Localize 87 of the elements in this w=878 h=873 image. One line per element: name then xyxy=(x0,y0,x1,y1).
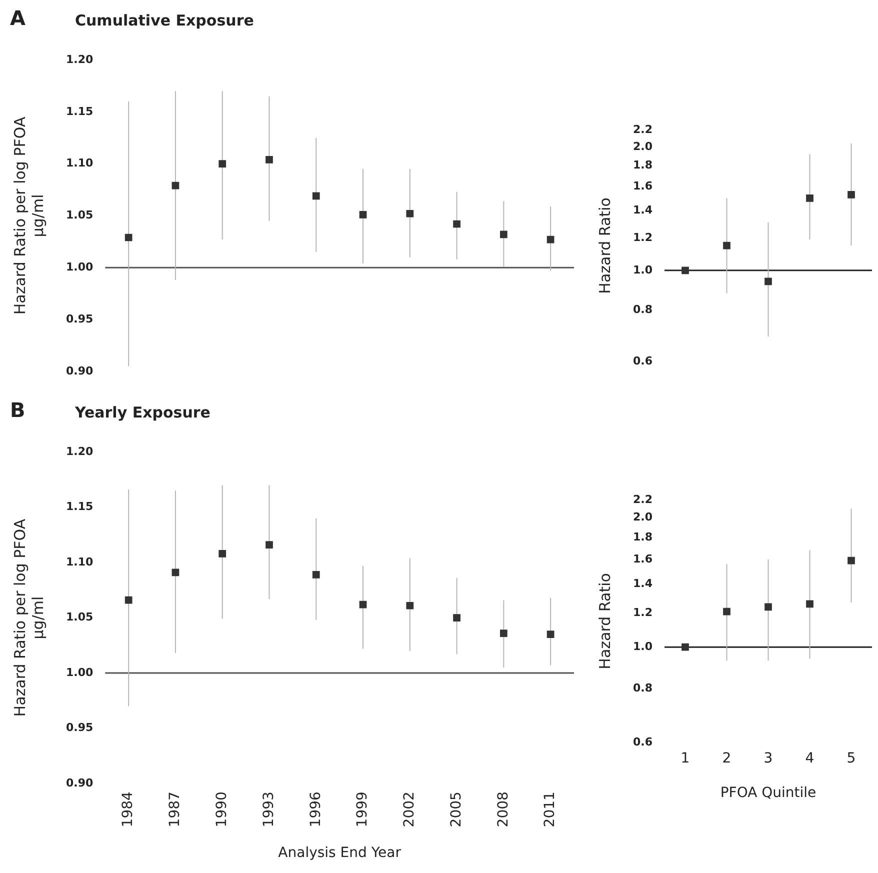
point xyxy=(312,571,320,578)
y-tick-label: 1.6 xyxy=(632,180,653,193)
x-tick-label: 2005 xyxy=(448,792,464,828)
point xyxy=(682,643,689,651)
chart-title: Cumulative Exposure xyxy=(75,11,254,30)
y-tick-label: 0.90 xyxy=(66,776,94,790)
text: A xyxy=(10,6,26,30)
point xyxy=(453,220,460,228)
y-tick-label: 0.8 xyxy=(632,303,652,316)
x-axis-title: Analysis End Year xyxy=(278,845,402,862)
point xyxy=(806,194,814,202)
point xyxy=(546,236,554,244)
point xyxy=(266,541,273,549)
y-tick-label: 2.0 xyxy=(632,510,653,524)
y-tick-label: 1.00 xyxy=(66,666,94,679)
x-tick-label: 1984 xyxy=(120,791,136,828)
point xyxy=(806,600,814,608)
point xyxy=(359,600,367,608)
point xyxy=(453,614,460,622)
y-tick-label: 2.2 xyxy=(632,122,652,136)
y-tick-label: 1.20 xyxy=(66,52,94,66)
point xyxy=(266,156,273,164)
y-tick-label: 1.2 xyxy=(632,606,652,619)
x-tick-label: 1993 xyxy=(260,792,277,828)
x-tick-label: 1996 xyxy=(308,791,324,828)
point xyxy=(546,630,554,638)
y-tick-label: 0.90 xyxy=(66,364,94,378)
y-tick-label: 1.10 xyxy=(66,555,94,568)
point xyxy=(723,608,730,616)
y-tick-label: 1.6 xyxy=(632,552,653,566)
x-tick-label: 1 xyxy=(680,750,690,766)
y-tick-label: 1.05 xyxy=(66,610,94,624)
y-tick-label: 1.8 xyxy=(632,158,652,172)
point xyxy=(124,234,132,242)
point xyxy=(312,192,320,200)
y-tick-label: 0.95 xyxy=(66,312,94,326)
y-tick-label: 1.20 xyxy=(66,444,94,458)
point xyxy=(764,603,772,611)
x-tick-label: 1999 xyxy=(354,792,371,828)
x-tick-label: 5 xyxy=(846,750,856,766)
point xyxy=(406,210,414,218)
x-tick-label: 2 xyxy=(722,750,732,766)
point xyxy=(359,210,367,218)
point xyxy=(764,278,772,286)
x-tick-label: 4 xyxy=(805,750,814,766)
point xyxy=(682,266,689,274)
y-tick-label: 1.15 xyxy=(66,104,94,118)
y-tick-label: 1.10 xyxy=(66,156,94,170)
x-tick-label: 1987 xyxy=(167,792,184,828)
point xyxy=(848,556,855,564)
point xyxy=(218,550,226,558)
y-axis-title: Hazard Ratio xyxy=(596,573,614,670)
chart-title: Yearly Exposure xyxy=(74,403,210,422)
y-tick-label: 0.6 xyxy=(632,735,653,748)
x-tick-label: 2008 xyxy=(495,792,512,828)
y-tick-label: 1.0 xyxy=(632,640,653,653)
y-axis-title: Hazard Ratio per log PFOA µg/ml xyxy=(10,518,47,717)
point xyxy=(723,242,730,250)
x-tick-label: 2002 xyxy=(402,792,418,828)
x-tick-label: 2011 xyxy=(542,792,558,828)
point xyxy=(218,160,226,168)
point xyxy=(124,596,132,604)
point xyxy=(406,602,414,610)
y-tick-label: 0.6 xyxy=(632,354,653,368)
x-tick-label: 3 xyxy=(764,750,773,766)
point xyxy=(500,630,508,637)
text: B xyxy=(10,398,26,422)
point xyxy=(848,191,855,198)
y-tick-label: 1.4 xyxy=(632,577,653,590)
point xyxy=(500,230,508,238)
y-tick-label: 1.8 xyxy=(632,530,652,544)
y-tick-label: 1.0 xyxy=(632,263,653,276)
x-axis-title: PFOA Quintile xyxy=(720,785,816,802)
x-tick-label: 1990 xyxy=(214,792,230,828)
y-axis-title: Hazard Ratio per log PFOA µg/ml xyxy=(10,116,47,315)
y-tick-label: 2.2 xyxy=(632,492,652,506)
point xyxy=(172,568,180,576)
y-tick-label: 1.4 xyxy=(632,203,653,216)
y-tick-label: 1.2 xyxy=(632,230,652,244)
y-tick-label: 1.15 xyxy=(66,500,94,514)
y-tick-label: 1.05 xyxy=(66,208,94,222)
point xyxy=(172,182,180,190)
y-tick-label: 0.8 xyxy=(632,682,652,695)
y-tick-label: 2.0 xyxy=(632,140,653,153)
y-tick-label: 0.95 xyxy=(66,721,94,734)
y-axis-title: Hazard Ratio xyxy=(596,198,614,294)
y-tick-label: 1.00 xyxy=(66,260,94,274)
